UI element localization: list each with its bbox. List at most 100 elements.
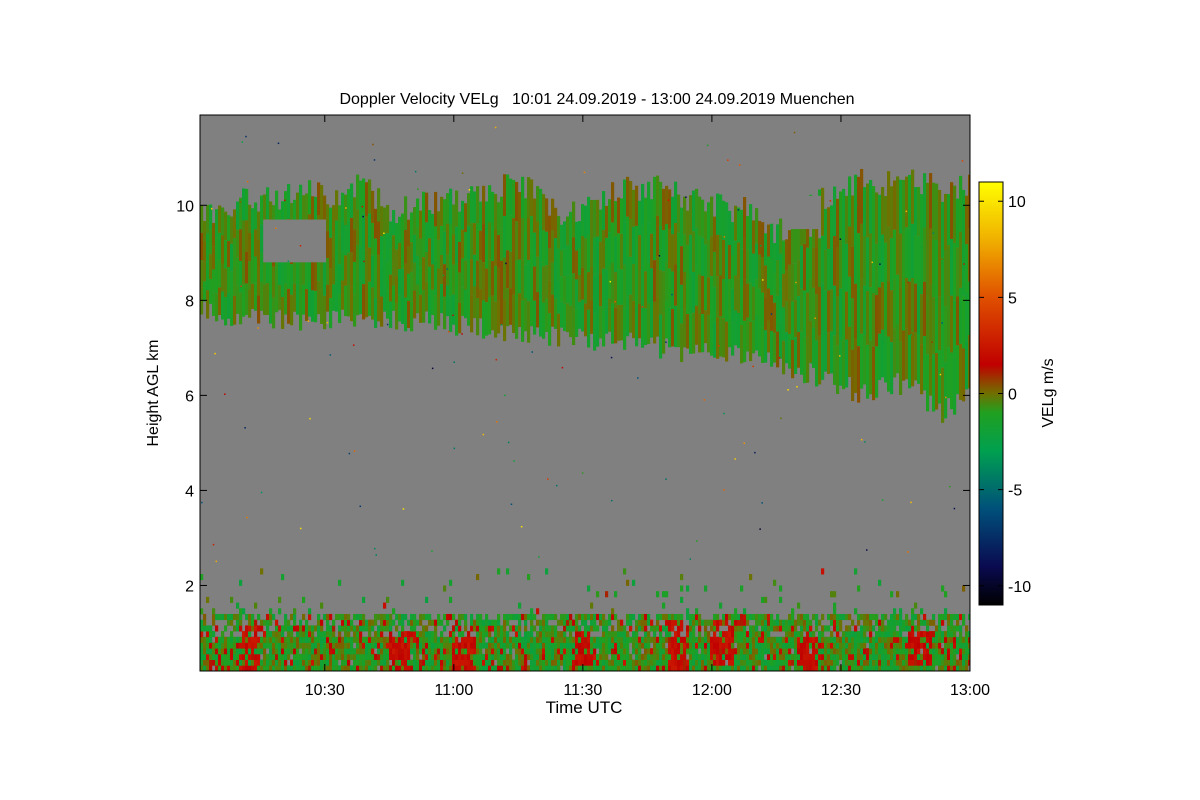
boundary-layer-echo (878, 665, 882, 671)
cirrus-echo (614, 272, 618, 308)
boundary-layer-echo (815, 659, 819, 666)
boundary-layer-echo (728, 642, 732, 649)
boundary-layer-echo (731, 613, 735, 621)
boundary-layer-echo (728, 665, 732, 671)
boundary-layer-echo (887, 665, 891, 671)
boundary-layer-echo (221, 653, 225, 660)
boundary-layer-echo (926, 636, 930, 643)
boundary-layer-echo (692, 665, 696, 671)
cirrus-echo (431, 264, 435, 290)
boundary-layer-echo (419, 613, 423, 621)
boundary-layer-echo (257, 636, 261, 643)
boundary-layer-echo (635, 631, 639, 638)
cirrus-echo (347, 284, 351, 317)
boundary-layer-echo (932, 665, 936, 671)
cirrus-echo (539, 188, 543, 226)
boundary-layer-echo (770, 659, 774, 666)
noise-speck (738, 164, 741, 166)
boundary-layer-echo (650, 619, 654, 626)
cirrus-echo (290, 262, 294, 265)
noise-speck (531, 351, 533, 353)
boundary-layer-echo (725, 642, 729, 649)
cirrus-echo (944, 306, 948, 363)
boundary-layer-echo (797, 619, 801, 626)
boundary-layer-echo (866, 653, 870, 660)
boundary-layer-echo (533, 648, 537, 655)
boundary-layer-echo (929, 636, 933, 643)
boundary-layer-echo (416, 659, 420, 666)
cirrus-echo (413, 290, 417, 319)
boundary-layer-echo (821, 625, 825, 632)
cirrus-echo (695, 188, 699, 228)
boundary-layer-echo (851, 653, 855, 660)
boundary-layer-echo (710, 625, 714, 632)
cirrus-echo (497, 235, 501, 268)
cirrus-echo (551, 294, 555, 327)
cirrus-echo (626, 296, 630, 337)
boundary-layer-echo (506, 613, 510, 621)
cirrus-echo (380, 206, 384, 237)
boundary-layer-echo (833, 648, 837, 655)
boundary-layer-echo (545, 659, 549, 666)
cirrus-echo (848, 176, 852, 227)
cirrus-echo (575, 221, 579, 251)
boundary-layer-echo (254, 619, 258, 626)
noise-speck (864, 441, 866, 443)
boundary-layer-echo (644, 631, 648, 638)
cirrus-echo (728, 244, 732, 280)
noise-speck (224, 393, 226, 395)
boundary-layer-echo (260, 642, 264, 649)
boundary-layer-echo (782, 619, 786, 626)
boundary-layer-echo (299, 631, 303, 638)
cirrus-echo (932, 182, 936, 240)
boundary-layer-echo (923, 636, 927, 643)
boundary-layer-echo (920, 608, 924, 615)
boundary-layer-echo (254, 631, 258, 638)
boundary-layer-echo (551, 659, 555, 666)
boundary-layer-echo (257, 659, 261, 666)
cirrus-echo (800, 245, 804, 289)
boundary-layer-echo (731, 653, 735, 660)
boundary-layer-echo (266, 642, 270, 649)
boundary-layer-echo (671, 659, 675, 666)
boundary-layer-echo (248, 631, 252, 638)
boundary-layer-echo (353, 613, 357, 621)
cirrus-echo (470, 295, 474, 333)
cirrus-echo (773, 302, 777, 333)
cirrus-echo (515, 181, 519, 222)
boundary-layer-echo (668, 625, 672, 632)
boundary-layer-echo (794, 636, 798, 643)
cirrus-echo (815, 294, 819, 341)
noise-speck (754, 451, 756, 454)
boundary-layer-echo (797, 648, 801, 655)
boundary-layer-echo (590, 665, 594, 671)
cirrus-echo (899, 233, 903, 288)
boundary-layer-echo (323, 613, 327, 621)
cirrus-echo (290, 203, 294, 220)
cirrus-echo (257, 267, 261, 296)
boundary-layer-echo (671, 619, 675, 626)
boundary-layer-echo (362, 665, 366, 671)
boundary-layer-echo (947, 665, 951, 671)
cirrus-echo (533, 266, 537, 301)
boundary-layer-echo (737, 631, 741, 638)
cirrus-echo (647, 181, 651, 223)
boundary-layer-echo (431, 642, 435, 649)
boundary-layer-echo (461, 653, 465, 660)
cirrus-echo (554, 268, 558, 299)
boundary-layer-echo (479, 653, 483, 660)
cirrus-echo (614, 201, 618, 237)
boundary-layer-echo (458, 631, 462, 638)
boundary-layer-echo (326, 613, 330, 621)
boundary-layer-echo (941, 585, 945, 592)
cirrus-echo (578, 301, 582, 329)
boundary-layer-echo (203, 659, 207, 666)
cirrus-echo (587, 196, 591, 235)
boundary-layer-echo (365, 636, 369, 643)
cirrus-echo (578, 221, 582, 249)
cirrus-echo (839, 288, 843, 338)
boundary-layer-echo (839, 636, 843, 643)
boundary-layer-echo (278, 642, 282, 649)
cirrus-echo (923, 336, 927, 391)
cirrus-echo (716, 317, 720, 359)
